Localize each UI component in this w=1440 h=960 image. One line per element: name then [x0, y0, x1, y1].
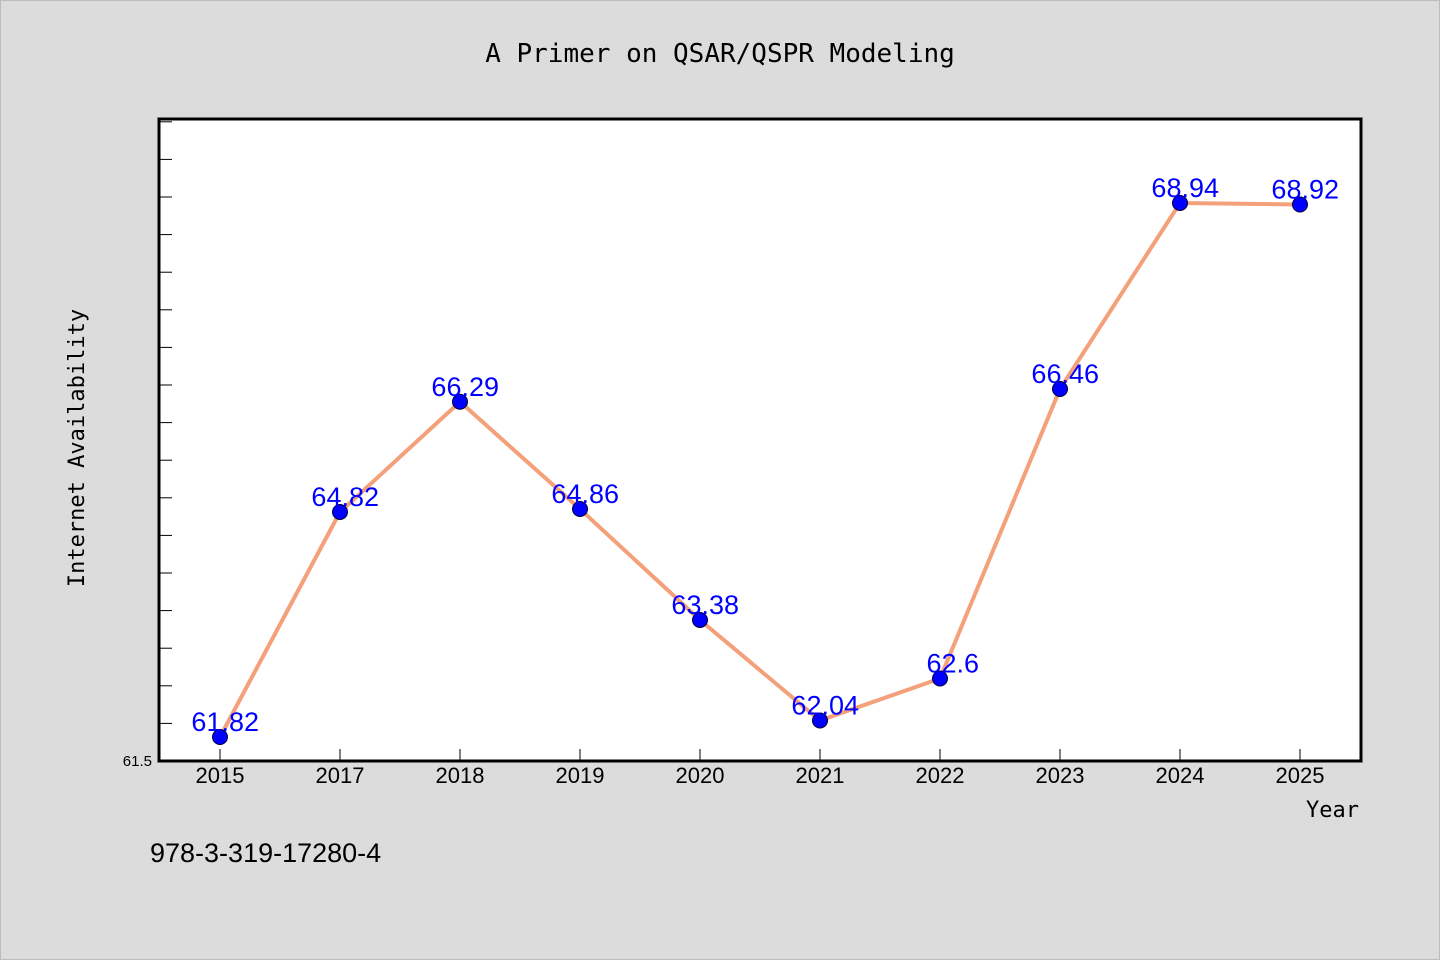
isbn-caption: 978-3-319-17280-4 — [150, 838, 381, 868]
data-label: 61.82 — [191, 707, 259, 737]
data-label: 62.04 — [791, 691, 859, 721]
data-point — [332, 504, 348, 520]
x-tick-label: 2015 — [196, 763, 245, 788]
x-tick-label: 2019 — [556, 763, 605, 788]
y-axis-label: Internet Availability — [65, 309, 90, 587]
data-point — [1172, 195, 1188, 211]
plot-area — [157, 117, 1363, 763]
data-label: 68.92 — [1271, 175, 1339, 205]
data-point — [812, 712, 828, 729]
data-point — [1292, 196, 1308, 213]
data-point — [212, 729, 228, 745]
data-label: 62.6 — [926, 649, 979, 679]
data-point — [572, 501, 588, 517]
data-label: 66.29 — [431, 372, 499, 402]
data-point — [452, 393, 468, 410]
x-axis-label: Year — [1306, 798, 1359, 823]
y-tick-label: 61.5 — [123, 753, 152, 770]
x-tick-label: 2020 — [676, 763, 725, 788]
x-axis-ticks — [219, 749, 1301, 761]
data-point — [932, 670, 948, 687]
data-label: 64.86 — [551, 479, 619, 509]
data-label: 68.94 — [1151, 173, 1219, 203]
x-tick-label: 2025 — [1276, 763, 1325, 788]
series-line — [218, 201, 1301, 738]
x-tick-label: 2018 — [436, 763, 485, 788]
data-label: 66.46 — [1031, 359, 1099, 389]
data-point — [692, 612, 708, 628]
x-tick-label: 2017 — [316, 763, 365, 788]
data-labels: 61.82 64.82 66.29 64.86 63.38 62.04 62.6 66.46 6… — [191, 173, 1339, 737]
data-point — [1052, 381, 1068, 397]
x-axis-tick-labels: 2015 2017 2018 2019 2020 2021 2022 2023 2024 2025 — [196, 763, 1325, 788]
x-tick-label: 2022 — [916, 763, 965, 788]
data-markers — [212, 195, 1308, 745]
data-label: 63.38 — [671, 590, 739, 620]
y-axis-ticks — [159, 121, 172, 762]
data-label: 64.82 — [311, 482, 379, 512]
chart-title: A Primer on QSAR/QSPR Modeling — [485, 39, 955, 69]
x-tick-label: 2024 — [1156, 763, 1205, 788]
x-tick-label: 2021 — [796, 763, 845, 788]
x-tick-label: 2023 — [1036, 763, 1085, 788]
